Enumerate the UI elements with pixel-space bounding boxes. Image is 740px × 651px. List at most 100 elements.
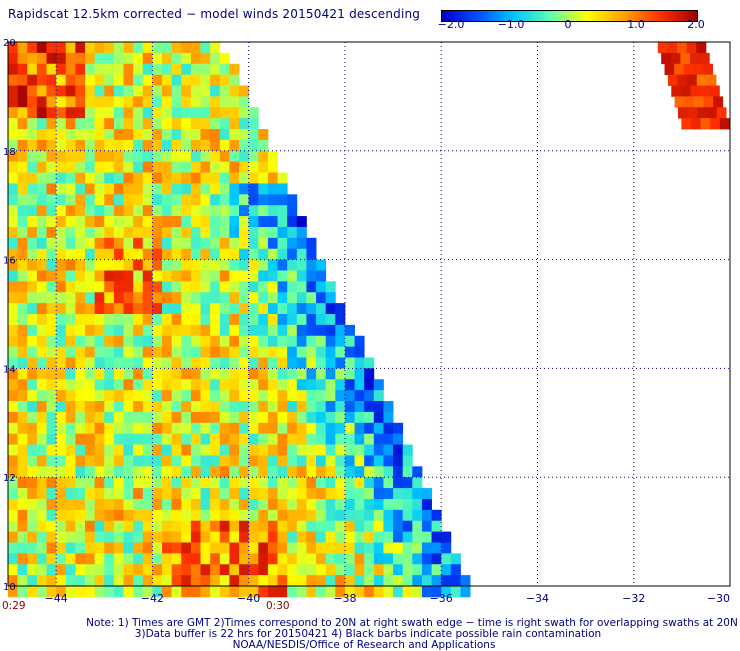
swath-cell <box>162 194 173 206</box>
swath-cell <box>190 161 201 173</box>
swath-cell <box>344 444 355 456</box>
swath-cell <box>335 575 346 587</box>
swath-cell <box>190 586 201 598</box>
swath-cell <box>152 314 163 326</box>
swath-cell <box>104 292 115 304</box>
swath-cell <box>56 172 67 184</box>
swath-cell <box>267 509 278 522</box>
swath-cell <box>152 542 163 554</box>
swath-cell <box>46 411 57 424</box>
swath-cell <box>152 129 163 141</box>
swath-cell <box>27 259 38 271</box>
swath-cell <box>36 150 47 163</box>
swath-cell <box>277 270 288 282</box>
swath-cell <box>56 161 67 173</box>
swath-cell <box>27 422 38 435</box>
swath-cell <box>17 422 28 435</box>
swath-cell <box>210 303 221 315</box>
x-tick-label: −44 <box>45 592 68 605</box>
swath-cell <box>85 520 96 532</box>
swath-cell <box>306 498 317 511</box>
swath-cell <box>152 85 163 97</box>
swath-cell <box>75 237 86 250</box>
swath-cell <box>171 346 182 358</box>
swath-cell <box>123 161 134 173</box>
swath-cell <box>190 379 201 391</box>
swath-cell <box>441 575 452 587</box>
swath-cell <box>56 150 67 163</box>
swath-cell <box>287 553 298 565</box>
swath-cell <box>94 314 105 326</box>
swath-cell <box>171 520 182 532</box>
swath-cell <box>46 368 57 380</box>
swath-cell <box>113 444 124 456</box>
swath-cell <box>239 564 250 576</box>
swath-cell <box>75 42 86 54</box>
swath-cell <box>181 172 192 184</box>
swath-cell <box>344 575 355 587</box>
swath-cell <box>85 63 96 76</box>
swath-cell <box>113 542 124 554</box>
swath-cell <box>85 314 96 326</box>
swath-cell <box>181 259 192 271</box>
swath-cell <box>65 107 76 119</box>
swath-cell <box>123 42 134 54</box>
swath-cell <box>36 281 47 293</box>
swath-cell <box>27 96 38 108</box>
swath-cell <box>133 411 144 424</box>
swath-cell <box>248 553 259 565</box>
swath-cell <box>181 303 192 315</box>
swath-cell <box>277 335 288 348</box>
swath-cell <box>296 259 307 271</box>
swath-cell <box>94 74 105 86</box>
swath-cell <box>181 248 192 260</box>
swath-cell <box>113 422 124 435</box>
swath-cell <box>162 444 173 456</box>
swath-cell <box>267 368 278 380</box>
swath-cell <box>36 553 47 565</box>
swath-cell <box>364 390 375 402</box>
swath-cell <box>46 335 57 348</box>
swath-cell <box>142 237 153 250</box>
swath-cell <box>190 303 201 315</box>
swath-cell <box>152 433 163 445</box>
swath-cell <box>421 564 432 576</box>
swath-cell <box>46 52 57 65</box>
swath-cell <box>219 150 230 163</box>
swath-cell <box>36 401 47 413</box>
swath-cell <box>27 183 38 195</box>
swath-cell <box>190 216 201 228</box>
swath-cell <box>142 270 153 282</box>
swath-cell <box>210 575 221 587</box>
swath-cell <box>344 379 355 391</box>
swath-cell <box>36 488 47 500</box>
swath-cell <box>171 259 182 271</box>
swath-cell <box>17 390 28 402</box>
swath-cell <box>85 281 96 293</box>
swath-cell <box>200 498 211 511</box>
swath-cell <box>210 216 221 228</box>
swath-cell <box>239 346 250 358</box>
swath-cell <box>229 466 240 478</box>
swath-cell <box>316 498 327 511</box>
swath-cell <box>46 107 57 119</box>
swath-cell <box>85 270 96 282</box>
swath-cell <box>181 52 192 65</box>
swath-cell <box>123 542 134 554</box>
swath-cell <box>190 477 201 489</box>
swath-cell <box>17 303 28 315</box>
swath-cell <box>373 401 384 413</box>
swath-cell <box>65 542 76 554</box>
swath-cell <box>248 303 259 315</box>
swath-cell <box>8 390 19 402</box>
swath-cell <box>75 248 86 260</box>
swath-cell <box>65 118 76 130</box>
swath-cell <box>258 433 269 445</box>
swath-cell <box>383 477 394 489</box>
swath-cell <box>113 401 124 413</box>
swath-cell <box>123 531 134 543</box>
swath-cell <box>152 205 163 217</box>
swath-cell <box>65 346 76 358</box>
swath-cell <box>364 411 375 424</box>
